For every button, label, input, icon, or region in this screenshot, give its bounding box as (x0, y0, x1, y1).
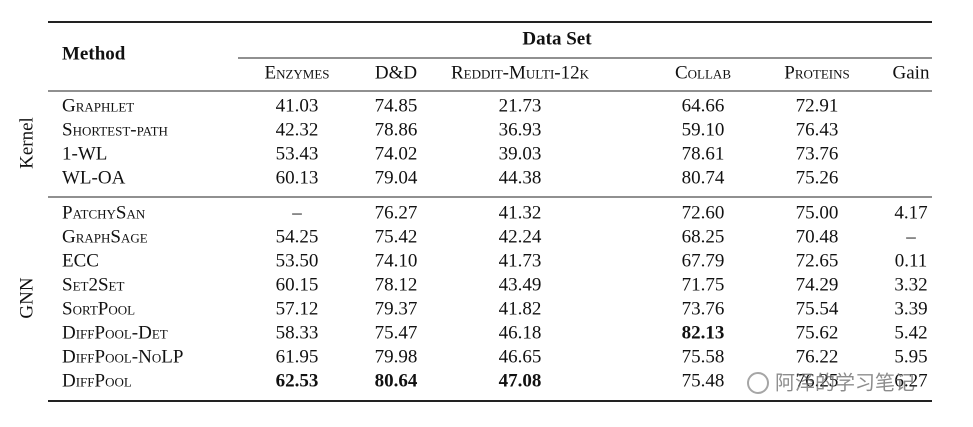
cell-value: 76.27 (375, 202, 418, 223)
cell-value: 57.12 (276, 298, 319, 319)
dataset-header: Data Set (522, 28, 592, 49)
method-name: DiffPool (62, 370, 132, 391)
cell-value: 62.53 (276, 370, 319, 391)
cell-value: 68.25 (682, 226, 725, 247)
cell-value: 60.13 (276, 167, 319, 188)
cell-value: 74.85 (375, 95, 418, 116)
cell-value: 64.66 (682, 95, 725, 116)
cell-value: 61.95 (276, 346, 319, 367)
cell-value: 75.47 (375, 322, 418, 343)
cell-value: 5.95 (894, 346, 927, 367)
cell-value: 74.10 (375, 250, 418, 271)
cell-value: 79.04 (375, 167, 418, 188)
cell-value: 59.10 (682, 119, 725, 140)
method-name: Shortest-path (62, 119, 168, 140)
cell-value: 74.29 (796, 274, 839, 295)
cell-value: 53.43 (276, 143, 319, 164)
watermark-icon (747, 372, 769, 394)
cell-value: 42.32 (276, 119, 319, 140)
cell-value: 78.86 (375, 119, 418, 140)
cell-value: 73.76 (682, 298, 725, 319)
cell-value: 6.27 (894, 370, 927, 391)
method-name: Set2Set (62, 274, 124, 295)
cell-value: 75.00 (796, 202, 839, 223)
cell-value: 39.03 (499, 143, 542, 164)
method-name: DiffPool-Det (62, 322, 168, 343)
cell-value: 72.60 (682, 202, 725, 223)
method-name: ECC (62, 250, 99, 271)
cell-value: 79.98 (375, 346, 418, 367)
cell-value: 80.64 (375, 370, 418, 391)
cell-value: 76.25 (796, 370, 839, 391)
cell-value: 75.42 (375, 226, 418, 247)
method-header: Method (62, 43, 126, 64)
column-header: Reddit-Multi-12k (451, 62, 590, 83)
method-name: GraphSage (62, 226, 148, 247)
method-name: DiffPool-NoLP (62, 346, 183, 367)
method-name: SortPool (62, 298, 135, 319)
column-header: Proteins (784, 62, 849, 83)
cell-value: 21.73 (499, 95, 542, 116)
cell-value: 70.48 (796, 226, 839, 247)
cell-value: 41.82 (499, 298, 542, 319)
column-header: D&D (375, 62, 417, 83)
cell-value: 72.91 (796, 95, 839, 116)
cell-value: – (291, 202, 302, 223)
cell-value: 46.65 (499, 346, 542, 367)
cell-value: 75.48 (682, 370, 725, 391)
method-name: 1-WL (62, 143, 107, 164)
cell-value: 78.61 (682, 143, 725, 164)
column-header: Enzymes (264, 62, 329, 83)
cell-value: 54.25 (276, 226, 319, 247)
cell-value: 73.76 (796, 143, 839, 164)
cell-value: 5.42 (894, 322, 927, 343)
method-name: PatchySan (62, 202, 146, 223)
cell-value: 79.37 (375, 298, 418, 319)
cell-value: 78.12 (375, 274, 418, 295)
cell-value: 3.32 (894, 274, 927, 295)
watermark: 阿泽的学习笔记 (747, 371, 915, 395)
cell-value: 47.08 (499, 370, 542, 391)
cell-value: 42.24 (499, 226, 542, 247)
method-name: Graphlet (62, 95, 134, 116)
cell-value: 76.43 (796, 119, 839, 140)
cell-value: 58.33 (276, 322, 319, 343)
cell-value: 76.22 (796, 346, 839, 367)
cell-value: 75.26 (796, 167, 839, 188)
cell-value: 80.74 (682, 167, 725, 188)
cell-value: 0.11 (895, 250, 928, 271)
method-name: WL-OA (62, 167, 126, 188)
cell-value: 75.62 (796, 322, 839, 343)
cell-value: 46.18 (499, 322, 542, 343)
cell-value: 41.73 (499, 250, 542, 271)
column-header: Gain (893, 62, 930, 83)
cell-value: 67.79 (682, 250, 725, 271)
cell-value: – (905, 226, 916, 247)
cell-value: 75.58 (682, 346, 725, 367)
cell-value: 74.02 (375, 143, 418, 164)
cell-value: 60.15 (276, 274, 319, 295)
cell-value: 43.49 (499, 274, 542, 295)
cell-value: 82.13 (682, 322, 725, 343)
group-label: Kernel (16, 117, 37, 169)
cell-value: 36.93 (499, 119, 542, 140)
cell-value: 53.50 (276, 250, 319, 271)
cell-value: 3.39 (894, 298, 927, 319)
group-label: GNN (16, 277, 37, 318)
cell-value: 71.75 (682, 274, 725, 295)
cell-value: 75.54 (796, 298, 839, 319)
watermark-text: 阿泽的学习笔记 (775, 371, 915, 395)
cell-value: 72.65 (796, 250, 839, 271)
cell-value: 4.17 (894, 202, 927, 223)
column-header: Collab (675, 62, 731, 83)
cell-value: 41.03 (276, 95, 319, 116)
cell-value: 44.38 (499, 167, 542, 188)
cell-value: 41.32 (499, 202, 542, 223)
